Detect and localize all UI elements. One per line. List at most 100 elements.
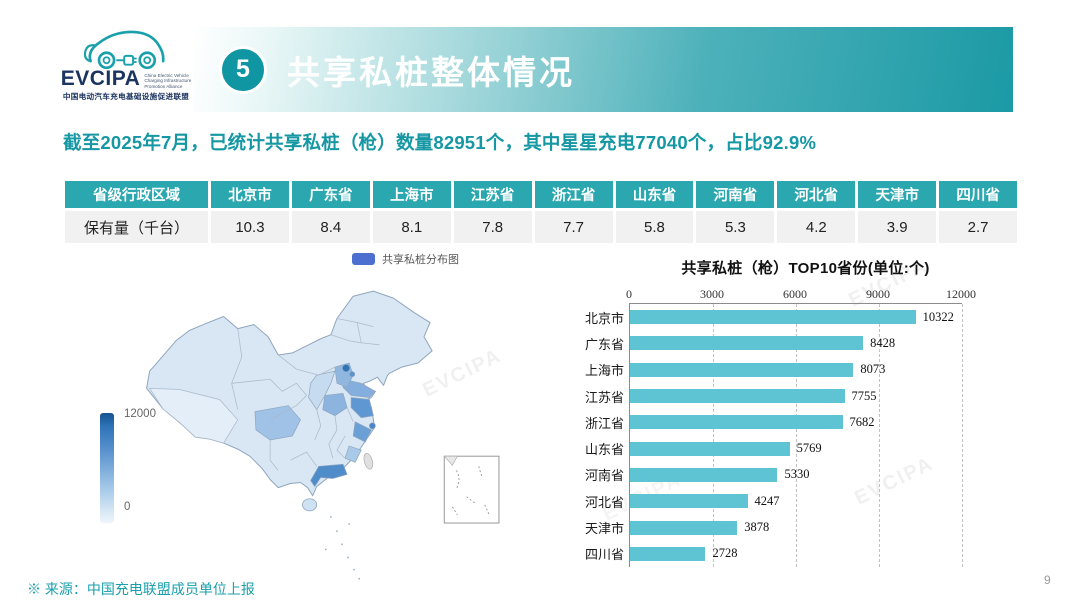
bar-value-label: 5330 xyxy=(784,467,810,482)
ev-car-icon xyxy=(83,30,165,70)
bar-category-label: 天津市 xyxy=(584,521,624,537)
map-region-beijing xyxy=(342,364,351,373)
table-header-cell: 广东省 xyxy=(291,181,373,211)
table-value-cell: 5.8 xyxy=(615,211,697,243)
table-header-cell: 北京市 xyxy=(211,181,292,211)
map-region-fujian xyxy=(344,445,362,463)
table-header-cell: 四川省 xyxy=(939,181,1018,211)
map-legend: 共享私桩分布图 xyxy=(352,251,459,267)
table-value-cell: 8.4 xyxy=(291,211,373,243)
map-region-henan xyxy=(322,393,348,417)
map-region-guangdong xyxy=(310,463,348,488)
table-header-row: 省级行政区域 北京市 广东省 上海市 江苏省 浙江省 山东省 河南省 河北省 天津市 四川省 xyxy=(65,181,1018,211)
table-header-cell: 浙江省 xyxy=(534,181,616,211)
table-value-cell: 5.3 xyxy=(696,211,778,243)
gridline xyxy=(796,304,797,567)
table-header-cell: 山东省 xyxy=(615,181,697,211)
table-value-cell: 8.1 xyxy=(372,211,454,243)
bar-category-label: 山东省 xyxy=(584,442,624,458)
bar xyxy=(630,362,854,377)
table-header-cell: 上海市 xyxy=(372,181,454,211)
map-region-sichuan xyxy=(254,405,301,441)
map-region-taiwan xyxy=(363,452,374,470)
map-region-shanghai xyxy=(369,422,376,430)
axis-tick-label: 9000 xyxy=(866,287,890,301)
south-china-sea-inset xyxy=(443,455,500,524)
bar-value-label: 8428 xyxy=(870,335,896,350)
bar-category-label: 上海市 xyxy=(584,363,624,379)
map-region-jiangsu xyxy=(350,397,374,419)
logo-tagline: China Electric Vehicle Charging Infrastr… xyxy=(144,72,192,89)
bar-category-label: 广东省 xyxy=(584,336,624,352)
bar-category-label: 四川省 xyxy=(584,547,624,563)
bar-row: 山东省 5769 xyxy=(585,435,962,461)
axis-tick-label: 12000 xyxy=(946,287,976,301)
bar-value-label: 8073 xyxy=(860,362,886,377)
bar xyxy=(630,389,845,404)
legend-swatch-icon xyxy=(352,253,375,265)
table-header-cell: 河南省 xyxy=(696,181,778,211)
bar-row: 上海市 8073 xyxy=(585,357,962,383)
bar xyxy=(630,336,864,351)
scale-min-label: 0 xyxy=(124,501,131,513)
logo-org-name-cn: 中国电动汽车充电基础设施促进联盟 xyxy=(62,92,190,101)
table-header-cell: 天津市 xyxy=(858,181,940,211)
bar-row: 浙江省 7682 xyxy=(585,409,962,435)
bar-category-label: 北京市 xyxy=(584,310,624,326)
axis-tick-label: 0 xyxy=(626,287,632,301)
gridline xyxy=(713,304,714,567)
bar-category-label: 江苏省 xyxy=(584,389,624,405)
bar-row: 河北省 4247 xyxy=(585,488,962,514)
map-region-shandong xyxy=(342,378,377,398)
summary-statement: 截至2025年7月，已统计共享私桩（枪）数量82951个，其中星星充电77040… xyxy=(63,132,817,153)
china-choropleth-map xyxy=(146,290,500,580)
table-header-cell: 省级行政区域 xyxy=(65,181,211,211)
map-region-tianjin xyxy=(349,371,356,378)
table-value-cell: 4.2 xyxy=(777,211,859,243)
map-color-scale xyxy=(100,413,114,523)
gridline xyxy=(879,304,880,567)
bar xyxy=(630,441,790,456)
province-borders xyxy=(231,318,380,471)
scale-max-label: 12000 xyxy=(124,408,156,420)
bar xyxy=(630,310,916,325)
bar-row: 北京市 10322 xyxy=(585,304,962,330)
bar-value-label: 5769 xyxy=(796,441,822,456)
bar-value-label: 4247 xyxy=(754,493,780,508)
bar-value-label: 10322 xyxy=(922,309,954,324)
bar-category-label: 浙江省 xyxy=(584,415,624,431)
title-banner: 5 共享私桩整体情况 xyxy=(193,27,1013,112)
bar xyxy=(630,520,738,535)
bar-value-label: 7755 xyxy=(851,388,877,403)
bar-row: 广东省 8428 xyxy=(585,330,962,356)
page-number: 9 xyxy=(1044,573,1051,587)
chart-title: 共享私桩（枪）TOP10省份(单位:个) xyxy=(681,260,930,277)
logo-acronym: EVCIPA xyxy=(60,67,141,90)
source-note: ※ 来源：中国充电联盟成员单位上报 xyxy=(27,581,255,597)
sea-islands-dots xyxy=(324,516,361,580)
table-row-label: 保有量（千台） xyxy=(65,211,211,243)
chart-x-axis: 0 3000 6000 9000 12000 xyxy=(626,287,976,303)
axis-tick-label: 6000 xyxy=(783,287,807,301)
table-value-cell: 7.8 xyxy=(453,211,535,243)
table-value-cell: 10.3 xyxy=(211,211,292,243)
table-value-cell: 2.7 xyxy=(939,211,1018,243)
table-header-cell: 河北省 xyxy=(777,181,859,211)
section-number-badge: 5 xyxy=(219,45,267,94)
province-table: 省级行政区域 北京市 广东省 上海市 江苏省 浙江省 山东省 河南省 河北省 天津市 四川省 保有量… xyxy=(65,181,1018,243)
top10-bar-chart: 共享私桩（枪）TOP10省份(单位:个) 0 3000 6000 9000 12000 … xyxy=(583,257,1028,567)
bar-row: 江苏省 7755 xyxy=(585,383,962,409)
table-value-row: 保有量（千台） 10.3 8.4 8.1 7.8 7.7 5.8 5.3 4.2 3.9 2.7 xyxy=(65,211,1018,243)
map-legend-label: 共享私桩分布图 xyxy=(382,254,459,266)
bar xyxy=(630,494,748,509)
map-region-zhejiang xyxy=(352,421,372,443)
table-value-cell: 7.7 xyxy=(534,211,616,243)
bar-row: 河南省 5330 xyxy=(585,462,962,488)
bar-row: 四川省 2728 xyxy=(585,541,962,567)
map-region-hainan xyxy=(302,498,318,512)
table-value-cell: 3.9 xyxy=(858,211,940,243)
axis-tick-label: 3000 xyxy=(700,287,724,301)
chart-plot: 北京市 10322 广东省 8428 上海市 8073 江苏省 7755 浙江省 7682 山东省 5… xyxy=(585,303,963,567)
bar-category-label: 河北省 xyxy=(584,494,624,510)
